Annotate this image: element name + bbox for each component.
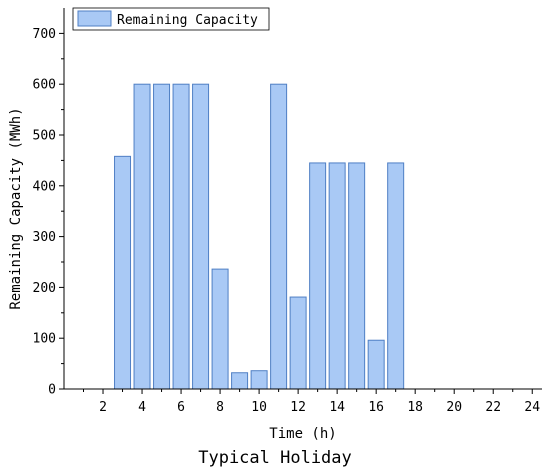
y-tick-label-300: 300: [33, 230, 56, 245]
legend: Remaining Capacity: [72, 7, 270, 31]
x-tick-label-4: 4: [138, 400, 146, 415]
x-tick-label-8: 8: [216, 400, 224, 415]
x-tick-label-6: 6: [177, 400, 185, 415]
bar-hour-3: [114, 155, 132, 390]
bar-hour-16: [367, 339, 385, 390]
y-tick-label-200: 200: [33, 281, 56, 296]
y-tick-label-400: 400: [33, 179, 56, 194]
x-axis-title: Time (h): [269, 426, 336, 442]
x-tick-label-14: 14: [329, 400, 345, 415]
bar-hour-13: [309, 162, 327, 390]
legend-label: Remaining Capacity: [117, 13, 258, 28]
y-tick-label-600: 600: [33, 78, 56, 93]
bar-hour-14: [328, 162, 346, 390]
figure-caption: Typical Holiday: [198, 448, 352, 468]
bars-group: [114, 83, 405, 390]
bar-hour-5: [153, 83, 171, 390]
bar-hour-8: [211, 268, 229, 390]
bar-hour-12: [289, 296, 307, 390]
y-axis-title: Remaining Capacity (MWh): [8, 107, 24, 309]
x-tick-label-22: 22: [485, 400, 501, 415]
legend-swatch: [77, 10, 112, 27]
bar-hour-7: [192, 83, 210, 390]
x-tick-label-10: 10: [251, 400, 267, 415]
y-tick-label-100: 100: [33, 332, 56, 347]
x-tick-label-18: 18: [407, 400, 423, 415]
x-tick-label-20: 20: [446, 400, 462, 415]
x-tick-label-12: 12: [290, 400, 306, 415]
bar-hour-9: [231, 372, 249, 390]
bar-hour-11: [270, 83, 288, 390]
y-tick-label-500: 500: [33, 129, 56, 144]
legend-box: [72, 7, 270, 31]
bar-hour-4: [133, 83, 151, 390]
bar-hour-10: [250, 370, 268, 390]
x-tick-label-24: 24: [524, 400, 540, 415]
y-tick-label-0: 0: [48, 383, 56, 398]
bar-hour-17: [387, 162, 405, 390]
bar-hour-6: [172, 83, 190, 390]
x-tick-label-16: 16: [368, 400, 384, 415]
bar-hour-15: [348, 162, 366, 390]
y-tick-label-700: 700: [33, 27, 56, 42]
x-tick-label-2: 2: [99, 400, 107, 415]
